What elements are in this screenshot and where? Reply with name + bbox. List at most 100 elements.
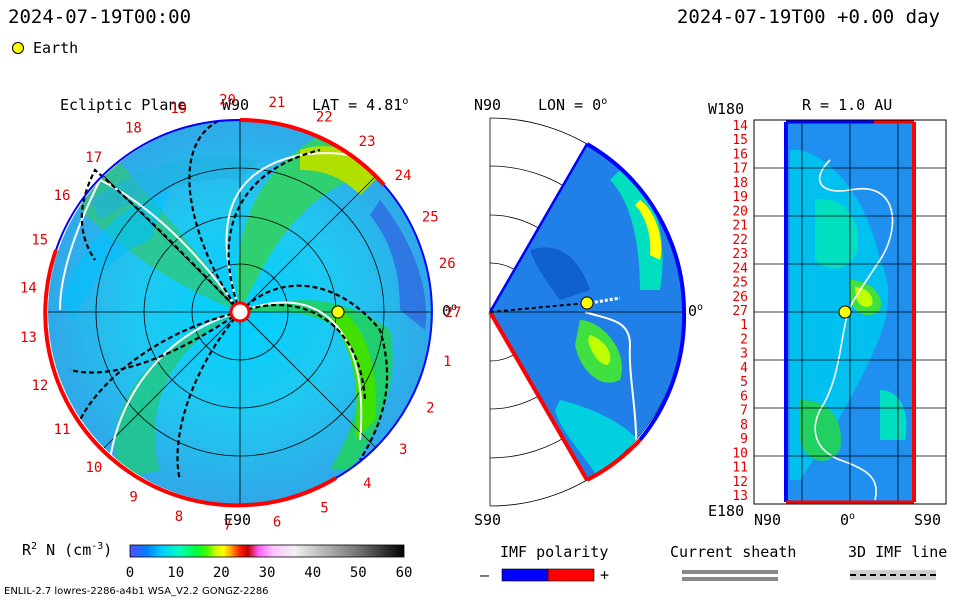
imf-polarity-title: IMF polarity: [500, 543, 609, 561]
meridional-right-label: 0o: [688, 302, 704, 320]
radial-y-label-12: 12: [732, 475, 748, 490]
colorbar-tick-40: 40: [304, 565, 321, 581]
radial-y-label-10: 10: [732, 446, 748, 461]
carrington-label-17: 17: [85, 150, 102, 166]
timestamp-left: 2024-07-19T00:00: [8, 6, 192, 28]
carrington-label-26: 26: [439, 256, 456, 272]
radial-bottom-left-label: E180: [708, 502, 745, 520]
carrington-label-11: 11: [54, 422, 71, 438]
imf-positive-swatch: [547, 568, 595, 582]
earth-marker-radial: [838, 305, 852, 319]
colorbar-tick-0: 0: [126, 565, 134, 581]
carrington-label-23: 23: [359, 134, 376, 150]
carrington-label-15: 15: [31, 232, 48, 248]
carrington-label-7: 7: [223, 518, 231, 534]
radial-y-label-22: 22: [732, 233, 748, 248]
radial-y-label-6: 6: [740, 389, 748, 404]
radial-y-label-27: 27: [732, 304, 748, 319]
colorbar-label: R2 N (cm-3): [22, 541, 113, 559]
radial-y-label-23: 23: [732, 247, 748, 262]
carrington-label-27: 27: [445, 305, 462, 321]
radial-y-label-21: 21: [732, 219, 748, 234]
colorbar-ticks: 0 10 20 30 40 50 60: [126, 565, 413, 581]
ecliptic-polarity-ring: [43, 118, 433, 508]
carrington-label-3: 3: [399, 442, 407, 458]
ecliptic-right-label: 0o: [442, 302, 458, 320]
carrington-label-12: 12: [31, 378, 48, 394]
ecliptic-bottom-label: E90: [224, 511, 252, 529]
imf-line-title: 3D IMF line: [848, 543, 948, 561]
radial-y-label-5: 5: [740, 375, 748, 390]
carrington-label-9: 9: [129, 490, 137, 506]
carrington-label-25: 25: [422, 209, 439, 225]
colorbar-tick-10: 10: [167, 565, 184, 581]
radial-y-label-7: 7: [740, 404, 748, 419]
radial-y-label-26: 26: [732, 290, 748, 305]
carrington-label-5: 5: [320, 501, 328, 517]
imf-polarity-legend: [501, 568, 595, 582]
radial-y-label-14: 14: [732, 119, 748, 134]
carrington-label-8: 8: [175, 509, 183, 525]
current-sheath-title: Current sheath: [670, 543, 797, 561]
radial-y-label-11: 11: [732, 461, 748, 476]
current-sheath-legend: [682, 570, 778, 581]
colorbar-tick-50: 50: [350, 565, 367, 581]
meridional-plane-plot: [488, 117, 687, 507]
carrington-label-18: 18: [125, 121, 142, 137]
radial-x-label-n90: N90: [754, 511, 782, 529]
carrington-label-1: 1: [443, 354, 451, 370]
radial-y-label-25: 25: [732, 276, 748, 291]
carrington-label-24: 24: [395, 168, 412, 184]
carrington-label-22: 22: [316, 109, 333, 125]
radial-panel-plot: 1415161718192021222324252627123456789101…: [732, 119, 947, 505]
ecliptic-density-field: [60, 130, 427, 480]
radial-y-label-8: 8: [740, 418, 748, 433]
timestamp-right: 2024-07-19T00 +0.00 day: [676, 6, 940, 28]
ecliptic-title: Ecliptic Plane: [60, 96, 187, 114]
carrington-label-21: 21: [268, 95, 285, 111]
radial-y-label-19: 19: [732, 190, 748, 205]
earth-marker-ecliptic: [331, 305, 345, 319]
radial-y-label-20: 20: [732, 204, 748, 219]
radial-x-label-s90: S90: [914, 511, 942, 529]
carrington-label-13: 13: [20, 330, 37, 346]
ecliptic-top-label: W90: [222, 96, 250, 114]
radial-y-label-24: 24: [732, 261, 748, 276]
imf-plus-label: +: [600, 566, 610, 584]
imf-minus-label: –: [480, 566, 490, 584]
colorbar-tick-20: 20: [213, 565, 230, 581]
radial-y-label-4: 4: [740, 361, 748, 376]
carrington-label-6: 6: [273, 515, 281, 531]
meridional-lon-label: LON = 0o: [538, 96, 608, 114]
sun-marker: [229, 301, 251, 323]
carrington-label-20: 20: [219, 92, 236, 108]
radial-y-label-15: 15: [732, 133, 748, 148]
radial-y-label-13: 13: [732, 489, 748, 504]
radial-y-labels: 1415161718192021222324252627123456789101…: [732, 119, 748, 504]
carrington-label-19: 19: [170, 101, 187, 117]
colorbar-tick-30: 30: [259, 565, 276, 581]
carrington-label-4: 4: [363, 476, 371, 492]
earth-marker-meridional: [580, 296, 594, 310]
radial-y-label-2: 2: [740, 333, 748, 348]
model-info: ENLIL-2.7 lowres-2286-a4b1 WSA_V2.2 GONG…: [4, 586, 269, 597]
radial-y-label-16: 16: [732, 148, 748, 163]
radial-y-label-3: 3: [740, 347, 748, 362]
earth-legend: Earth: [12, 39, 78, 57]
imf-line-legend: [850, 570, 936, 580]
colorbar-tick-60: 60: [396, 565, 413, 581]
carrington-label-14: 14: [20, 280, 37, 296]
carrington-label-16: 16: [54, 188, 71, 204]
radial-x-label-0: 0o: [840, 511, 856, 529]
radial-y-label-9: 9: [740, 432, 748, 447]
meridional-top-label: N90: [474, 96, 502, 114]
carrington-label-10: 10: [85, 460, 102, 476]
radial-title: R = 1.0 AU: [802, 96, 893, 114]
radial-top-left-label: W180: [708, 100, 745, 118]
carrington-label-2: 2: [426, 401, 434, 417]
density-colorbar: 0 10 20 30 40 50 60: [126, 544, 413, 581]
imf-negative-swatch: [501, 568, 549, 582]
